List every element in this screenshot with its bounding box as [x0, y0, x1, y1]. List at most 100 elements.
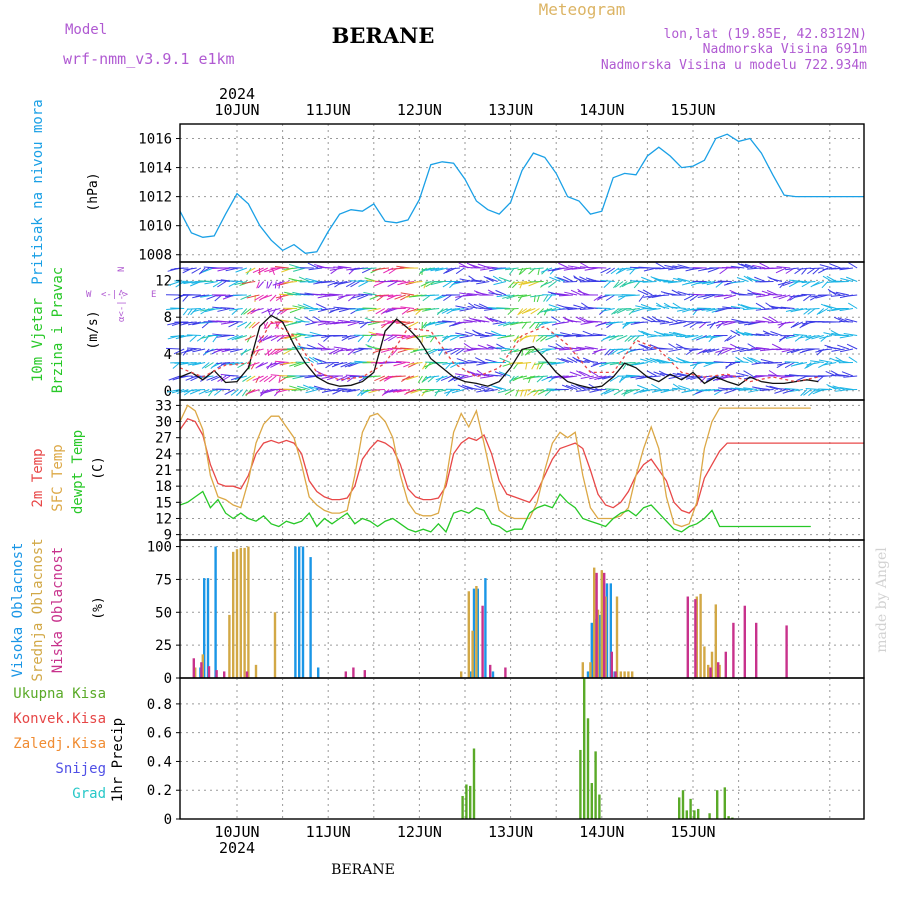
- bar: [603, 573, 605, 678]
- y-tick-label: 1016: [138, 132, 172, 148]
- wind-arrow: [760, 390, 774, 391]
- bar: [200, 662, 202, 678]
- bar: [595, 573, 597, 678]
- bottom-day-label: 14JUN: [579, 823, 624, 841]
- series-line-2: [180, 492, 811, 532]
- footer-location: BERANE: [331, 862, 395, 878]
- wind-arrow: [456, 268, 464, 274]
- top-day-label: 15JUN: [670, 101, 715, 119]
- bar: [708, 813, 710, 819]
- bar: [240, 548, 242, 678]
- wind-arrow: [280, 376, 289, 381]
- wind-arrow: [720, 268, 728, 274]
- bar: [255, 665, 257, 678]
- y-tick-label: 75: [155, 572, 172, 588]
- wind-arrow: [820, 265, 832, 268]
- bar: [364, 670, 366, 678]
- panel-frame: [180, 540, 864, 678]
- bar: [208, 666, 210, 678]
- wind-arrow: [806, 363, 819, 365]
- cloud-unit: (%): [91, 596, 106, 619]
- bar: [504, 667, 506, 678]
- credit-label: made by Angel: [874, 547, 890, 653]
- panel-frame: [180, 678, 864, 819]
- wind-arrow: [617, 309, 631, 310]
- sfc-axis-title: SFC Temp: [50, 444, 66, 511]
- wind-arrow: [672, 307, 686, 308]
- wind-arrow: [338, 388, 352, 389]
- bar: [236, 549, 238, 678]
- bar: [228, 615, 230, 678]
- top-day-label: 14JUN: [579, 101, 624, 119]
- y-tick-label: 1014: [138, 161, 172, 177]
- wind-arrow: [267, 282, 268, 289]
- wind-arrow: [221, 322, 234, 324]
- bar: [345, 671, 347, 678]
- wind-arrow: [743, 309, 757, 310]
- wind-arrow: [793, 349, 807, 350]
- wind-arrow: [187, 335, 201, 336]
- wind-arrow: [678, 292, 690, 295]
- wind-arrow: [404, 349, 418, 350]
- wind-arrow: [667, 317, 677, 322]
- wind-arrow: [187, 348, 201, 349]
- wind-arrow: [368, 336, 373, 343]
- wind-arrow: [418, 376, 422, 383]
- wind-arrow: [534, 376, 548, 377]
- wind-arrow: [375, 349, 389, 350]
- bar: [583, 678, 585, 819]
- bar: [582, 662, 584, 678]
- wind-arrow: [736, 373, 748, 376]
- bar: [614, 671, 616, 678]
- bar: [686, 810, 688, 819]
- panel-4: 00.20.40.60.8: [147, 678, 864, 828]
- y-tick-label: 21: [155, 463, 172, 479]
- wind-arrow: [651, 384, 660, 389]
- bar: [468, 591, 470, 678]
- y-tick-label: 1008: [138, 248, 172, 264]
- wind-arrow: [252, 322, 259, 328]
- precip-legend-item: Zaledj.Kisa: [13, 736, 106, 752]
- wind-arrow: [443, 282, 452, 287]
- bar: [484, 578, 486, 678]
- wind-arrow: [559, 295, 573, 296]
- wind-arrow: [810, 268, 824, 269]
- bar: [716, 790, 718, 819]
- wind-arrow: [776, 268, 786, 273]
- bar: [631, 671, 633, 678]
- panel-grid: [180, 540, 864, 678]
- bar: [302, 547, 304, 678]
- wind-arrow: [276, 295, 289, 298]
- wind-arrow: [567, 321, 581, 322]
- series-line-0: [180, 419, 864, 513]
- y-tick-label: 0: [164, 812, 172, 828]
- bar: [492, 671, 494, 678]
- bar: [471, 631, 473, 678]
- wind-arrow: [279, 376, 280, 383]
- bottom-day-label: 15JUN: [670, 823, 715, 841]
- bar: [246, 671, 248, 678]
- wind-arrow: [731, 282, 745, 283]
- bar: [611, 652, 613, 678]
- bar: [699, 594, 701, 678]
- bar: [694, 599, 696, 678]
- wind-arrow: [542, 322, 556, 323]
- wind-arrow: [174, 349, 184, 354]
- wind-arrow: [848, 263, 857, 268]
- bar: [598, 795, 600, 819]
- wind-arrow: [455, 306, 468, 309]
- precip-legend: Ukupna KisaKonvek.KisaZaledj.KisaSnijegG…: [13, 686, 106, 802]
- wind-arrow: [810, 361, 824, 363]
- wind-arrow: [806, 309, 820, 310]
- wind-axis-title-2: Brzina i Pravac: [50, 267, 66, 393]
- bar: [214, 547, 216, 678]
- y-tick-label: 0.6: [147, 726, 172, 742]
- wind-arrow: [283, 268, 297, 269]
- wind-arrow: [769, 317, 778, 322]
- bar: [473, 749, 475, 820]
- pressure-unit: (hPa): [86, 172, 101, 211]
- wind-arrow: [225, 375, 239, 376]
- wind-arrow: [637, 385, 648, 389]
